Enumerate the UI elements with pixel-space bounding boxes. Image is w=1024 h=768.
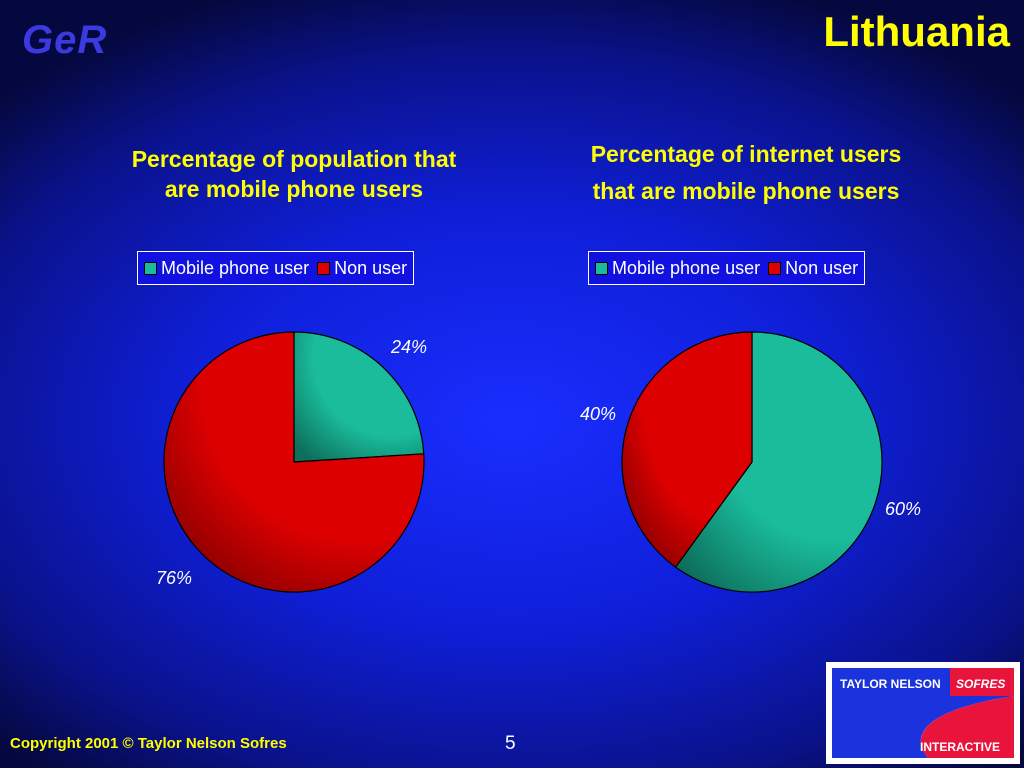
tns-line-3: INTERACTIVE [920,740,1000,754]
pie-slice-mobile [293,331,425,463]
copyright-text: Copyright 2001 © Taylor Nelson Sofres [10,735,287,752]
chart-2-title-line-2: that are mobile phone users [592,178,900,204]
ger-logo: GeR [22,18,108,62]
legend-entry-mobile: Mobile phone user [144,258,309,279]
pie-data-label-non-user: 76% [156,568,192,588]
legend-label-mobile: Mobile phone user [161,257,310,278]
chart-2-title-line-1: Percentage of internet users [590,141,902,167]
legend-swatch-non-user [317,261,331,275]
tns-line-1: TAYLOR NELSON [840,677,941,691]
tns-interactive-logo: TAYLOR NELSON SOFRES INTERACTIVE [826,662,1020,764]
pie-slice-non-user [163,331,425,593]
pie-data-label-non-user: 40% [580,404,616,424]
chart-1-title: Percentage of population that are mobile… [84,144,504,204]
legend-entry-non-user: Non user [768,258,858,279]
legend-swatch-non-user [768,261,782,275]
pie-slice-non-user [621,331,753,569]
chart-1-legend: Mobile phone user Non user [137,251,415,285]
pie-data-label-mobile: 60% [885,499,921,519]
legend-label-non-user: Non user [785,257,859,278]
legend-label-mobile: Mobile phone user [612,257,761,278]
pie-slice-mobile [674,331,883,593]
page-title: Lithuania [823,8,1010,55]
chart-1-title-line-2: are mobile phone users [164,176,424,202]
chart-1-title-line-1: Percentage of population that [131,146,457,172]
legend-entry-mobile: Mobile phone user [595,258,760,279]
legend-swatch-mobile [144,261,157,275]
chart-2-legend: Mobile phone user Non user [588,251,866,285]
legend-label-non-user: Non user [334,257,408,278]
tns-line-2: SOFRES [956,677,1005,691]
chart-2-title: Percentage of internet users that are mo… [536,136,956,210]
pie-data-label-mobile: 24% [390,337,427,357]
legend-swatch-mobile [595,261,608,275]
legend-entry-non-user: Non user [317,258,407,279]
page-number: 5 [505,733,516,754]
